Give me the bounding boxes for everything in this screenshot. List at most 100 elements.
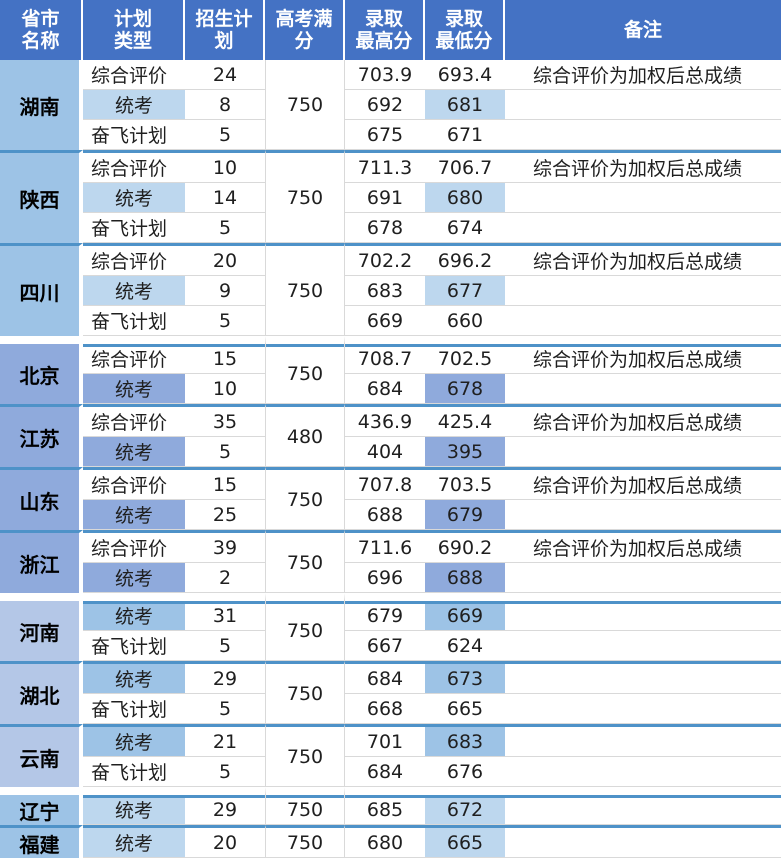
note-cell [505, 183, 781, 213]
min-score-cell: 706.7 [425, 150, 505, 183]
max-score-cell: 680 [345, 825, 425, 858]
full-score-cell: 750 [265, 336, 345, 404]
plan-type-cell: 统考 [83, 593, 185, 631]
note-cell [505, 120, 781, 150]
note-cell [505, 213, 781, 243]
header-province: 省市 名称 [0, 0, 83, 60]
quota-cell: 29 [185, 661, 265, 694]
max-score-cell: 696 [345, 563, 425, 593]
max-score-cell: 404 [345, 437, 425, 467]
plan-type-cell: 统考 [83, 276, 185, 306]
max-score-cell: 701 [345, 724, 425, 757]
plan-type-cell: 综合评价 [83, 243, 185, 276]
province-cell: 陕西 [0, 150, 83, 243]
full-score-cell: 750 [265, 150, 345, 243]
full-score-cell: 750 [265, 593, 345, 661]
quota-cell: 39 [185, 530, 265, 563]
min-score-cell: 665 [425, 694, 505, 724]
table-row: 辽宁 统考 29 750 685 672 [0, 787, 781, 825]
province-cell: 云南 [0, 724, 83, 787]
table-row: 河南 统考 31 750 679 669 [0, 593, 781, 661]
note-cell [505, 437, 781, 467]
table-row: 统考 14 691 680 [0, 183, 781, 213]
plan-type-cell: 奋飞计划 [83, 120, 185, 150]
plan-type-cell: 奋飞计划 [83, 306, 185, 336]
quota-cell: 21 [185, 724, 265, 757]
note-cell [505, 661, 781, 694]
province-cell: 北京 [0, 336, 83, 404]
table-row: 浙江 综合评价 39 750 711.6 690.2 综合评价为加权后总成绩 [0, 530, 781, 593]
table-row: 统考 8 692 681 [0, 90, 781, 120]
note-cell [505, 787, 781, 825]
max-score-cell: 667 [345, 631, 425, 661]
max-score-cell: 684 [345, 661, 425, 694]
table-row: 统考 9 683 677 [0, 276, 781, 306]
note-cell: 综合评价为加权后总成绩 [505, 60, 781, 90]
max-score-cell: 683 [345, 276, 425, 306]
table-row: 湖北 统考 29 750 684 673 [0, 661, 781, 724]
table-row: 奋飞计划 5 675 671 [0, 120, 781, 150]
min-score-cell: 672 [425, 787, 505, 825]
quota-cell: 5 [185, 757, 265, 787]
table-row: 奋飞计划 5 668 665 [0, 694, 781, 724]
plan-type-cell: 综合评价 [83, 150, 185, 183]
full-score-cell: 480 [265, 404, 345, 467]
quota-cell: 9 [185, 276, 265, 306]
quota-cell: 10 [185, 374, 265, 404]
plan-type-cell: 综合评价 [83, 60, 185, 90]
quota-cell: 5 [185, 306, 265, 336]
quota-cell: 24 [185, 60, 265, 90]
quota-cell: 35 [185, 404, 265, 437]
province-cell: 河南 [0, 593, 83, 661]
max-score-cell: 669 [345, 306, 425, 336]
province-cell: 湖北 [0, 661, 83, 724]
table-row: 奋飞计划 5 678 674 [0, 213, 781, 243]
max-score-cell: 684 [345, 757, 425, 787]
province-cell: 四川 [0, 243, 83, 336]
table-row: 福建 统考 20 750 680 665 [0, 825, 781, 858]
header-note: 备注 [505, 0, 781, 60]
province-cell: 浙江 [0, 530, 83, 593]
max-score-cell: 678 [345, 213, 425, 243]
quota-cell: 5 [185, 694, 265, 724]
min-score-cell: 677 [425, 276, 505, 306]
min-score-cell: 660 [425, 306, 505, 336]
note-cell [505, 563, 781, 593]
header-quota: 招生计划 [185, 0, 265, 60]
max-score-cell: 684 [345, 374, 425, 404]
plan-type-cell: 统考 [83, 825, 185, 858]
plan-type-cell: 统考 [83, 724, 185, 757]
plan-type-cell: 统考 [83, 661, 185, 694]
max-score-cell: 691 [345, 183, 425, 213]
note-cell [505, 276, 781, 306]
min-score-cell: 676 [425, 757, 505, 787]
min-score-cell: 690.2 [425, 530, 505, 563]
plan-type-cell: 奋飞计划 [83, 757, 185, 787]
province-cell: 江苏 [0, 404, 83, 467]
full-score-cell: 750 [265, 661, 345, 724]
quota-cell: 20 [185, 825, 265, 858]
note-cell: 综合评价为加权后总成绩 [505, 404, 781, 437]
max-score-cell: 711.6 [345, 530, 425, 563]
note-cell [505, 90, 781, 120]
full-score-cell: 750 [265, 60, 345, 150]
max-score-cell: 692 [345, 90, 425, 120]
table-row: 湖南 综合评价 24 750 703.9 693.4 综合评价为加权后总成绩 [0, 60, 781, 150]
min-score-cell: 674 [425, 213, 505, 243]
note-cell [505, 500, 781, 530]
table-row: 云南 统考 21 750 701 683 [0, 724, 781, 787]
min-score-cell: 679 [425, 500, 505, 530]
table-row: 奋飞计划 5 669 660 [0, 306, 781, 336]
note-cell: 综合评价为加权后总成绩 [505, 467, 781, 500]
max-score-cell: 703.9 [345, 60, 425, 90]
note-cell [505, 631, 781, 661]
full-score-cell: 750 [265, 825, 345, 858]
table-row: 陕西 综合评价 10 750 711.3 706.7 综合评价为加权后总成绩 [0, 150, 781, 243]
note-cell [505, 724, 781, 757]
note-cell: 综合评价为加权后总成绩 [505, 243, 781, 276]
note-cell [505, 825, 781, 858]
quota-cell: 2 [185, 563, 265, 593]
province-cell: 山东 [0, 467, 83, 530]
header-plan-type: 计划 类型 [83, 0, 185, 60]
province-cell: 福建 [0, 825, 83, 858]
